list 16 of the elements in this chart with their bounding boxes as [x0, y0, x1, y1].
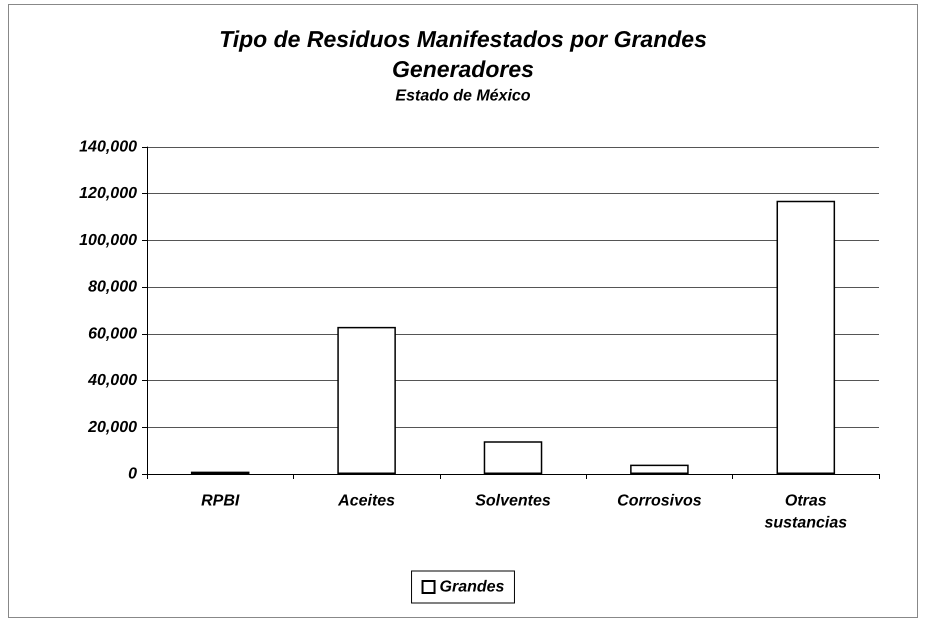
y-tick-label: 60,000	[88, 325, 138, 342]
x-tick-label: Corrosivos	[617, 492, 702, 510]
y-tick-label: 20,000	[87, 418, 138, 436]
x-tick-label: RPBI	[201, 492, 240, 510]
chart-subtitle: Estado de México	[395, 88, 531, 104]
y-tick-label: 40,000	[87, 372, 138, 390]
y-tick-label: 120,000	[79, 185, 138, 202]
legend-label: Grandes	[440, 578, 505, 596]
y-tick-label: 80,000	[88, 278, 138, 296]
y-tick-label: 100,000	[79, 232, 138, 249]
x-tick-label: Aceites	[337, 492, 396, 510]
x-tick-label: Solventes	[475, 492, 551, 510]
chart-title: Tipo de Residuos Manifestados por Grandes Generadores	[219, 26, 707, 82]
y-tick-label: 140,000	[79, 138, 138, 156]
y-tick-label: 0	[128, 466, 138, 482]
x-tick-label: Otras sustancias	[764, 492, 848, 532]
